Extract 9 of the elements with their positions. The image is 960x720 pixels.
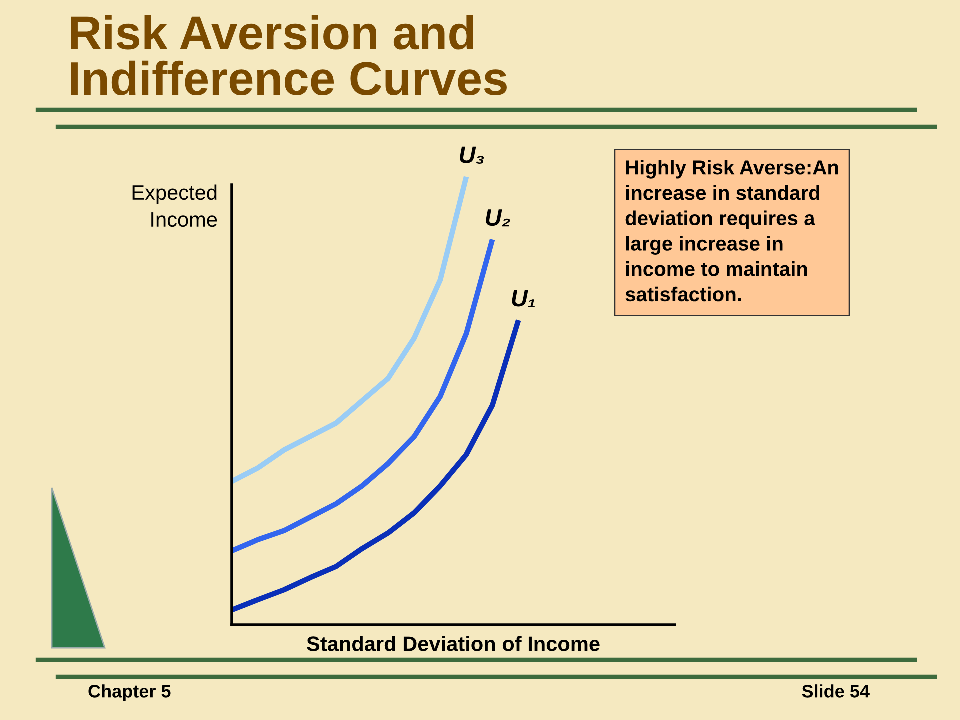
series-label: U₂ xyxy=(486,210,510,227)
text: Chapter 5 xyxy=(88,684,171,702)
series-label: U₁ xyxy=(512,290,536,308)
annotation: Highly Risk Averse:An increase in standard deviation requires a large increase in income to maintain satisfaction. xyxy=(626,160,838,302)
text: Slide 54 xyxy=(802,684,870,698)
x-axis-title: Standard Deviation of Income xyxy=(307,636,600,652)
chart-title: Risk Aversion and Indifference Curves xyxy=(71,15,507,96)
series-label: U₃ xyxy=(460,146,484,164)
y-axis-title: Expected Income xyxy=(132,184,218,228)
